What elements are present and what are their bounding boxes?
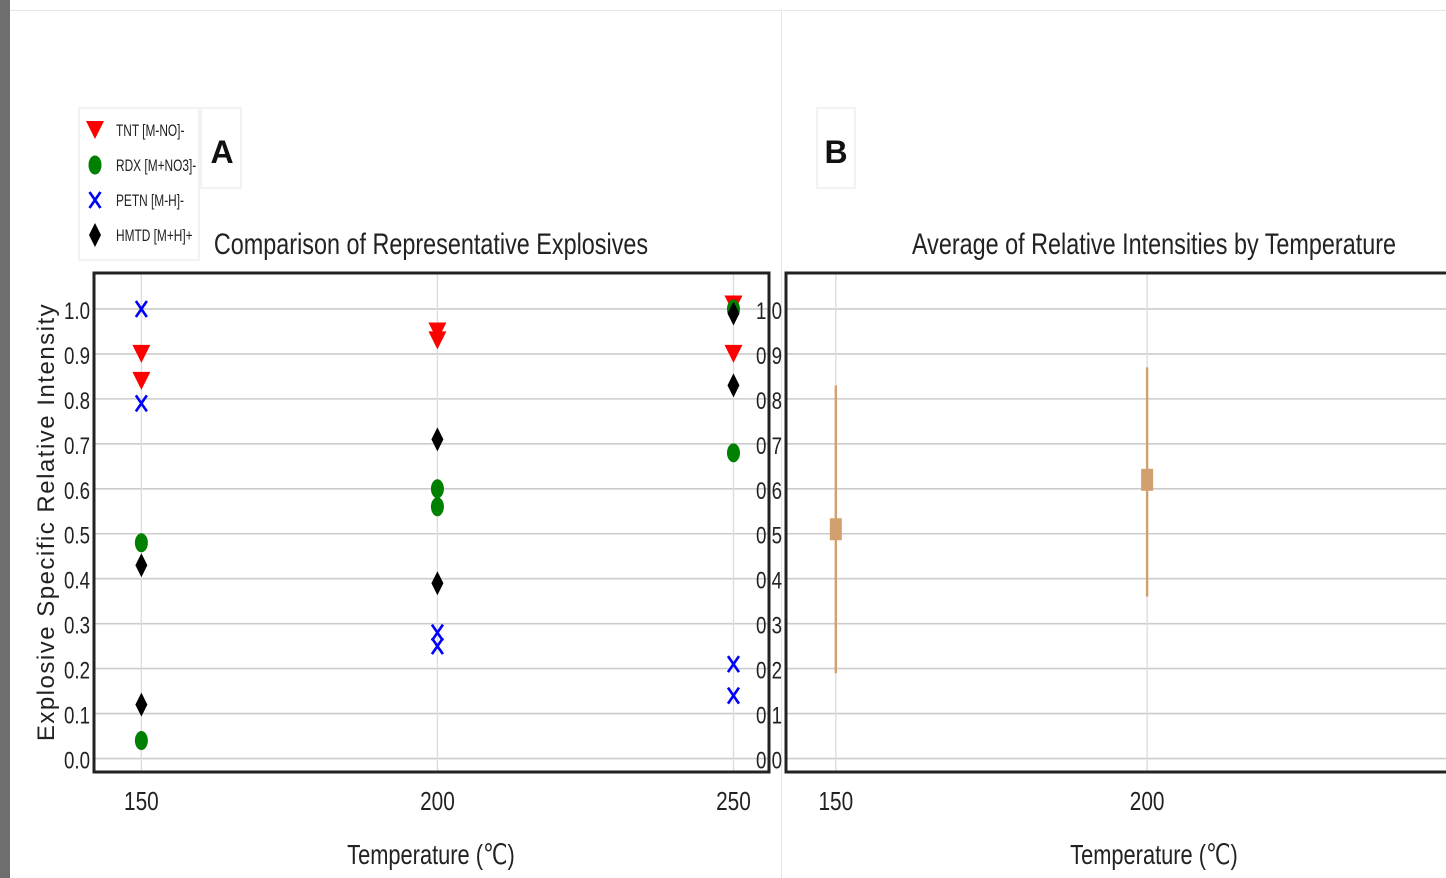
legend-marker-rdx [88,155,102,175]
panel-b-y-ticks: 0.0 0.1 0.2 0.3 0.4 0.5 0.6 0.7 0.8 0.9 1.0 [756,298,782,774]
marker-rdx [430,497,444,517]
legend-label-rdx: RDX [M+NO3]- [116,157,196,176]
panel-b-data-markers [829,367,1154,674]
marker-petn [726,686,741,705]
panel-a-title: Comparison of Representative Explosives [214,227,648,260]
a-y-tick-label: 0.1 [64,702,90,729]
a-y-tick-label: 0.4 [64,568,90,595]
marker-rdx [726,443,740,463]
legend-marker-petn [88,191,102,209]
b-y-tick-label: 0.0 [756,747,782,774]
b-y-tick-label: 0.2 [756,657,782,684]
window-edge-bar [0,0,10,878]
panel-b-x-ticks: 150 200 [818,787,1164,816]
panel-b-label-box: B [816,107,856,189]
legend-label-hmtd: HMTD [M+H]+ [116,227,193,246]
a-y-tick-label: 0.9 [64,343,90,370]
b-y-tick-label: 0.5 [756,523,782,550]
marker-tnt [428,331,447,350]
a-y-tick-label: 0.7 [64,433,90,460]
panel-b-title: Average of Relative Intensities by Tempe… [912,227,1396,260]
b-y-tick-label: 0.9 [756,343,782,370]
b-y-tick-label: 1.0 [756,298,782,325]
marker-hmtd [727,373,740,398]
a-x-tick-label: 250 [716,787,751,816]
a-x-tick-label: 200 [420,787,455,816]
marker-hmtd [135,553,148,578]
marker-petn [726,655,741,673]
marker-average [829,518,842,541]
marker-average [1141,468,1154,491]
panel-b-x-axis-label: Temperature (℃) [1070,839,1238,870]
marker-rdx [430,479,444,499]
b-x-tick-label: 150 [818,787,853,816]
marker-hmtd [431,427,444,452]
panel-a-letter: A [210,134,233,170]
marker-rdx [134,731,148,751]
panel-b-gridlines [786,273,1446,772]
marker-hmtd [727,301,740,326]
marker-petn [430,637,444,655]
a-y-tick-label: 0.0 [64,747,90,774]
b-y-tick-label: 0.4 [756,568,782,595]
panel-b-chart: 0.0 0.1 0.2 0.3 0.4 0.5 0.6 0.7 0.8 0.9 1.0 150 200… [756,107,1446,871]
marker-tnt [724,344,743,363]
marker-hmtd [135,692,148,717]
b-y-tick-label: 0.8 [756,388,782,415]
marker-hmtd [431,571,444,596]
panel-a-x-axis-label: Temperature (℃) [347,839,515,870]
panel-b-plot-frame [784,271,1446,774]
a-y-tick-label: 1.0 [64,298,90,325]
panel-a-x-ticks: 150 200 250 [124,787,751,816]
y-axis-label: Explosive Specific Relative Intensity [33,303,60,741]
a-y-tick-label: 0.5 [64,523,90,550]
a-y-tick-label: 0.3 [64,612,90,639]
panel-a-legend: TNT [M-NO]- RDX [M+NO3]- PETN [M-H]- HMTD [… [78,107,200,261]
panel-a-label-box: A [200,107,242,189]
marker-tnt [132,371,151,390]
legend-label-petn: PETN [M-H]- [116,192,184,211]
b-y-tick-label: 0.6 [756,478,782,505]
b-y-tick-label: 0.7 [756,433,782,460]
panel-a-plot-frame [92,271,771,774]
panel-a-data-markers [132,295,743,751]
panel-b-letter: B [824,134,847,170]
panel-a-frame [10,10,782,878]
a-x-tick-label: 150 [124,787,159,816]
a-y-tick-label: 0.8 [64,388,90,415]
b-y-tick-label: 0.3 [756,612,782,639]
marker-tnt [132,344,151,363]
panel-a-chart: 0.0 0.1 0.2 0.3 0.4 0.5 0.6 0.7 0.8 0.9 1.0 150 200… [64,107,771,871]
marker-petn [430,623,444,642]
legend-marker-hmtd [89,223,101,247]
a-y-tick-label: 0.6 [64,478,90,505]
panel-a-y-ticks: 0.0 0.1 0.2 0.3 0.4 0.5 0.6 0.7 0.8 0.9 1.0 [64,298,90,774]
panel-b-frame [783,10,1446,878]
marker-petn [134,300,148,318]
marker-petn [134,394,148,413]
a-y-tick-label: 0.2 [64,657,90,684]
legend-label-tnt: TNT [M-NO]- [116,122,185,141]
legend-marker-tnt [86,121,104,139]
b-x-tick-label: 200 [1130,787,1165,816]
b-y-tick-label: 0.1 [756,702,782,729]
panel-a-gridlines [94,273,769,772]
marker-rdx [134,533,148,553]
